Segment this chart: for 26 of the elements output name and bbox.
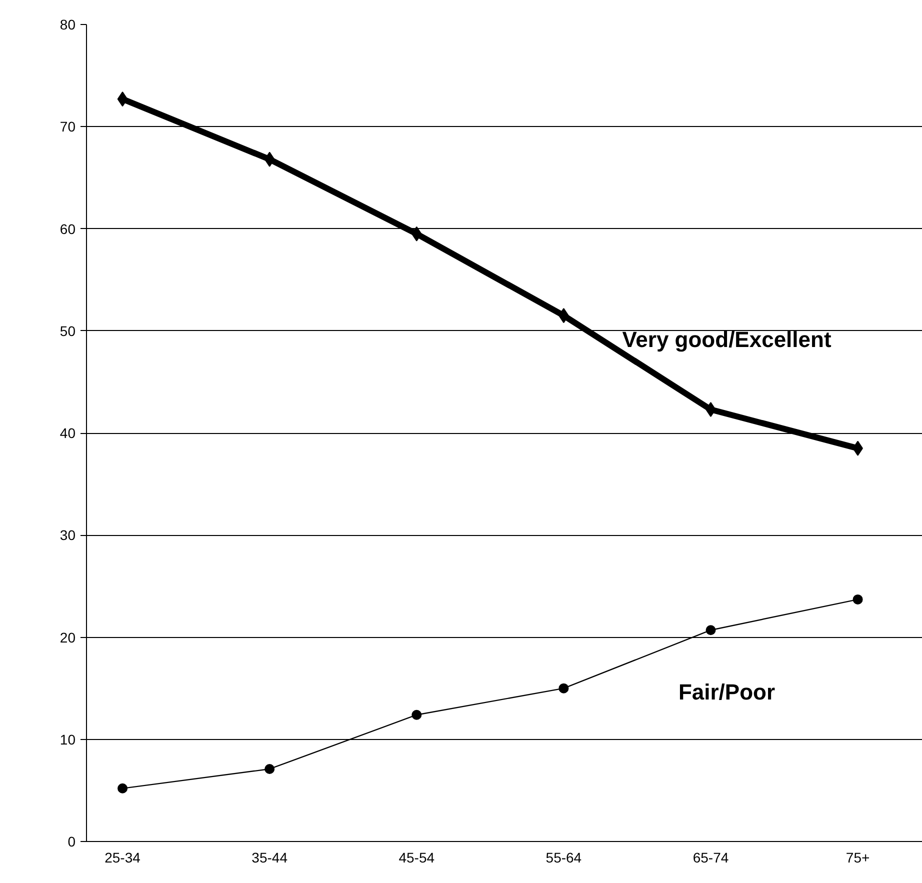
y-tick-label: 20: [60, 629, 76, 646]
y-tick-label: 30: [60, 527, 76, 544]
point: [852, 594, 863, 604]
y-tick-label: 50: [60, 322, 76, 339]
point: [706, 625, 716, 636]
x-tick-label: 45-54: [398, 850, 435, 866]
x-tick-label: 35-44: [252, 850, 288, 866]
x-tick-label: 55-64: [546, 850, 582, 866]
series-label: Very good/Excellent: [622, 327, 832, 352]
y-tick-label: 10: [60, 731, 76, 748]
y-tick-label: 60: [60, 220, 76, 237]
x-tick-label: 65-74: [692, 850, 729, 866]
point: [117, 92, 128, 107]
x-tick-label: 75+: [846, 850, 870, 866]
point: [558, 683, 569, 694]
y-tick-label: 80: [60, 16, 76, 32]
y-tick-label: 70: [60, 118, 76, 135]
point: [264, 152, 275, 167]
point: [411, 226, 422, 242]
x-tick-label: 25-34: [104, 850, 141, 866]
point: [412, 710, 422, 720]
y-tick-label: 0: [68, 834, 76, 850]
point: [118, 783, 128, 794]
point: [264, 764, 275, 774]
y-tick-label: 40: [60, 425, 76, 441]
series-label: Fair/Poor: [678, 680, 776, 705]
